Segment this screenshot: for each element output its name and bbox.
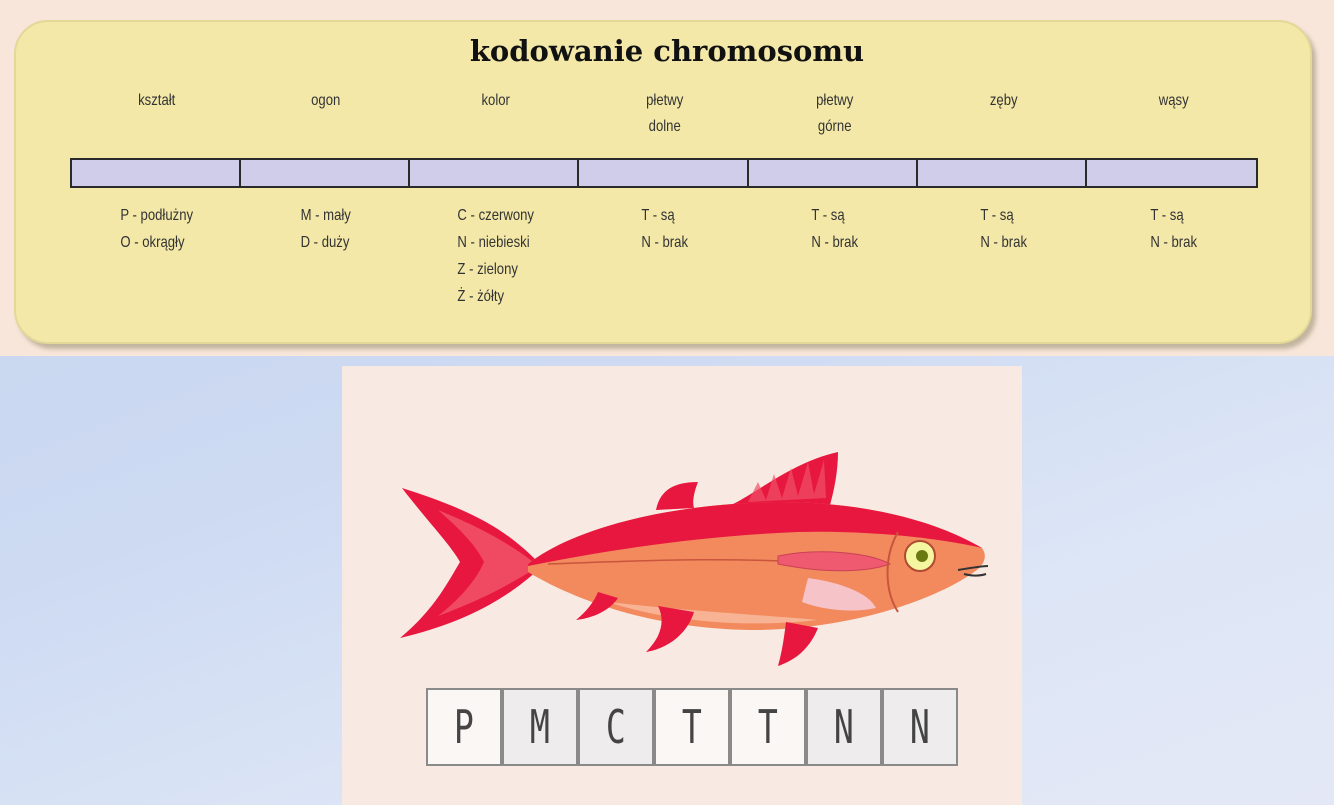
- chromosome-code-letter: T: [758, 700, 778, 754]
- gene-label-line: kształt: [138, 92, 176, 109]
- chromosome-bar: [70, 158, 1258, 188]
- gene-values: P - podłużny O - okrągły: [87, 202, 226, 256]
- fish-illustration: [400, 452, 988, 666]
- gene-label-line: górne: [817, 118, 852, 135]
- gene-value: T - są: [811, 207, 845, 224]
- chromosome-gene-cell: [749, 160, 918, 186]
- gene-value: N - brak: [1149, 234, 1197, 251]
- chromosome-code-letter: N: [834, 700, 854, 754]
- gene-value: C - czerwony: [457, 207, 534, 224]
- fish-lower-fin: [646, 606, 694, 652]
- gene-value: N - brak: [641, 234, 689, 251]
- gene-values: T - są N - brak: [596, 202, 735, 256]
- gene-label: kolor: [426, 88, 565, 114]
- chromosome-code-letter: N: [910, 700, 930, 754]
- gene-label: zęby: [934, 88, 1073, 114]
- chromosome-gene-cell: [918, 160, 1087, 186]
- chromosome-code-box: P: [426, 688, 502, 766]
- fish-tail: [400, 488, 538, 638]
- panel-title: kodowanie chromosomu: [469, 34, 865, 68]
- gene-values: T - są N - brak: [765, 202, 904, 256]
- chromosome-gene-cell: [241, 160, 411, 186]
- gene-label-line: zęby: [989, 92, 1018, 109]
- gene-value: D - duży: [300, 234, 350, 251]
- gene-label-line: ogon: [311, 92, 341, 109]
- chromosome-gene-cell: [410, 160, 580, 186]
- gene-value: N - brak: [980, 234, 1028, 251]
- chromosome-code-letter: T: [682, 700, 702, 754]
- gene-label: kształt: [87, 88, 226, 114]
- gene-columns: kształt P - podłużny O - okrągły ogon M - ma…: [72, 0, 1258, 356]
- gene-column: płetwy dolne T - są N - brak: [580, 0, 749, 356]
- chromosome-code-letter: P: [454, 700, 474, 754]
- gene-value: Ż - żółty: [457, 288, 504, 305]
- chromosome-gene-cell: [579, 160, 749, 186]
- gene-label-line: dolne: [648, 118, 682, 135]
- gene-value: T - są: [641, 207, 675, 224]
- gene-values: T - są N - brak: [1104, 202, 1243, 256]
- gene-column: kolor C - czerwony N - niebieski Z - zielon…: [411, 0, 580, 356]
- gene-label: wąsy: [1104, 88, 1243, 114]
- gene-value: N - niebieski: [457, 234, 530, 251]
- gene-values: T - są N - brak: [934, 202, 1073, 256]
- gene-column: zęby T - są N - brak: [919, 0, 1088, 356]
- chromosome-code-box: C: [578, 688, 654, 766]
- chromosome-code-box: M: [502, 688, 578, 766]
- gene-label: ogon: [257, 88, 396, 114]
- chromosome-code-box: N: [806, 688, 882, 766]
- gene-label: płetwy górne: [765, 88, 904, 140]
- chromosome-gene-cell: [72, 160, 242, 186]
- gene-label: płetwy dolne: [596, 88, 735, 140]
- gene-values: C - czerwony N - niebieski Z - zielony Ż - …: [426, 202, 565, 310]
- gene-value: N - brak: [811, 234, 858, 251]
- chromosome-code-letter: M: [530, 700, 550, 754]
- chromosome-code-letter: C: [606, 700, 626, 754]
- gene-label-line: kolor: [481, 92, 510, 109]
- gene-label-line: wąsy: [1158, 92, 1189, 109]
- gene-value: P - podłużny: [120, 207, 194, 224]
- gene-value: Z - zielony: [457, 261, 518, 278]
- gene-label-line: płetwy: [646, 92, 684, 109]
- gene-value: M - mały: [300, 207, 352, 224]
- chromosome-code-box: T: [730, 688, 806, 766]
- gene-column: ogon M - mały D - duży: [241, 0, 410, 356]
- gene-value: T - są: [1149, 207, 1184, 224]
- gene-value: O - okrągły: [120, 234, 185, 251]
- gene-column: wąsy T - są N - brak: [1089, 0, 1258, 356]
- gene-label-line: płetwy: [815, 92, 854, 109]
- chromosome-code-box: N: [882, 688, 958, 766]
- gene-column: kształt P - podłużny O - okrągły: [72, 0, 241, 356]
- chromosome-code-box: T: [654, 688, 730, 766]
- gene-value: T - są: [980, 207, 1014, 224]
- gene-column: płetwy górne T - są N - brak: [750, 0, 919, 356]
- gene-values: M - mały D - duży: [257, 202, 396, 256]
